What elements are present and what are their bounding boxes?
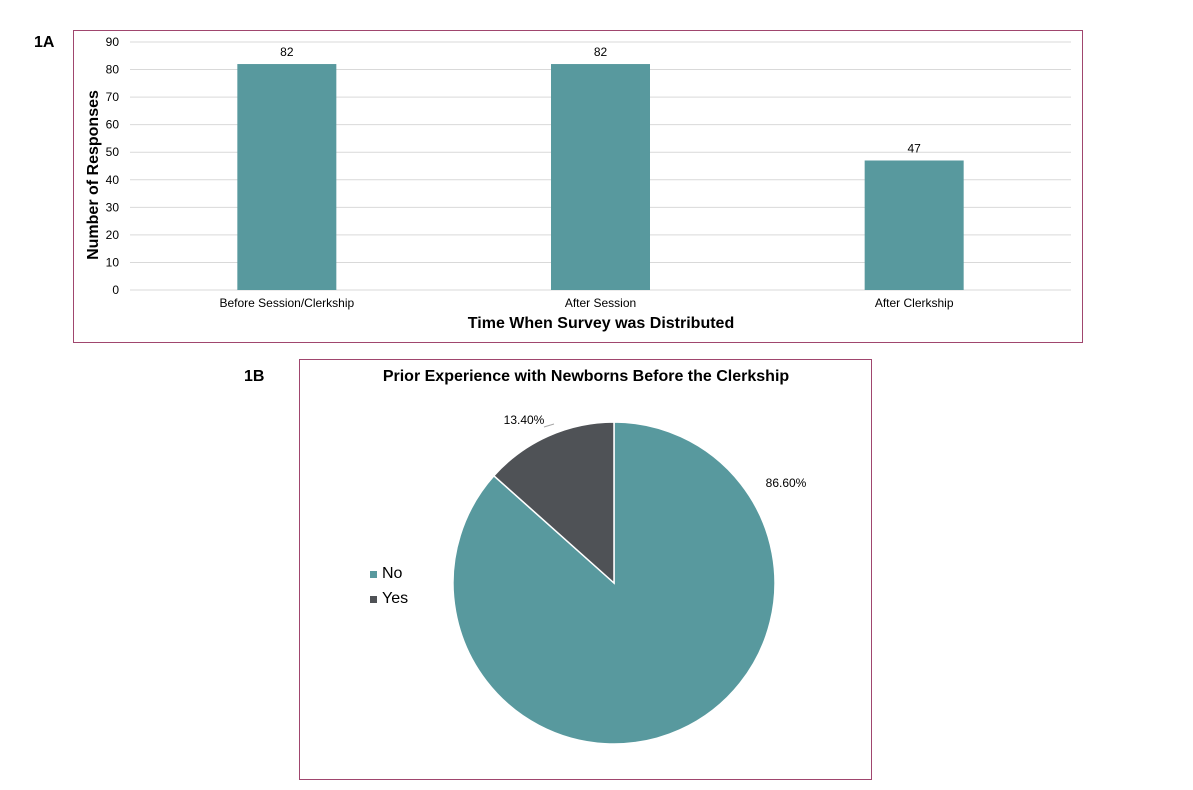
- y-tick-label: 0: [112, 283, 119, 297]
- pie-data-label-no: 86.60%: [766, 476, 807, 490]
- panel-label-1b: 1B: [244, 368, 265, 385]
- pie-slice-yes: [492, 421, 615, 585]
- y-tick-label: 20: [106, 228, 120, 242]
- pie-chart-title: Prior Experience with Newborns Before th…: [383, 368, 790, 385]
- panel-label-1a: 1A: [34, 34, 55, 51]
- x-tick-label: After Session: [565, 296, 636, 310]
- pie-chart: Prior Experience with Newborns Before th…: [383, 368, 807, 745]
- bar: [551, 64, 650, 290]
- y-tick-label: 90: [106, 35, 120, 49]
- legend-item-no: No: [370, 565, 402, 583]
- legend-swatch-no: [370, 570, 377, 578]
- pie-chart-frame: Prior Experience with Newborns Before th…: [299, 359, 872, 780]
- bar-chart: Time When Survey was Distributed Number …: [85, 35, 1071, 332]
- legend-label-yes: Yes: [382, 590, 409, 607]
- bar: [864, 160, 964, 290]
- bar-chart-frame: Time When Survey was Distributed Number …: [73, 30, 1083, 343]
- y-tick-label: 10: [106, 255, 120, 269]
- y-axis-title: Number of Responses: [85, 90, 102, 260]
- y-tick-label: 40: [106, 173, 120, 187]
- y-tick-label: 80: [106, 63, 120, 77]
- legend-item-yes: Yes: [370, 590, 408, 608]
- y-tick-label: 50: [106, 145, 120, 159]
- legend-swatch-yes: [370, 595, 377, 603]
- data-label: 47: [907, 141, 921, 155]
- x-tick-label: Before Session/Clerkship: [219, 296, 354, 310]
- y-tick-label: 60: [106, 118, 120, 132]
- pie-data-label-yes: 13.40%: [504, 413, 545, 427]
- bar: [237, 64, 337, 290]
- y-tick-label: 70: [106, 90, 120, 104]
- y-tick-label: 30: [106, 200, 120, 214]
- leader-line: [543, 423, 555, 428]
- data-label: 82: [280, 45, 294, 59]
- x-axis-title: Time When Survey was Distributed: [468, 315, 734, 332]
- legend-label-no: No: [382, 565, 403, 582]
- x-tick-label: After Clerkship: [875, 296, 954, 310]
- data-label: 82: [594, 45, 608, 59]
- y-tick-labels: 0 10 20 30 40 50 60 70 80 90: [106, 35, 120, 297]
